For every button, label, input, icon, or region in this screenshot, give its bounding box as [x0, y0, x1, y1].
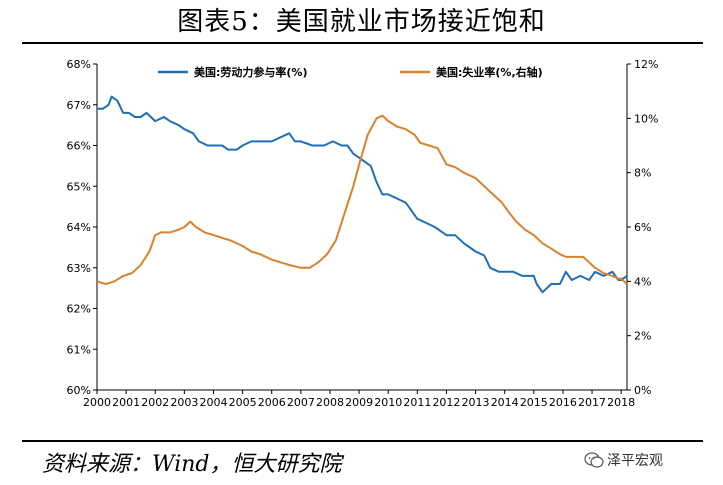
y-tick-label-right: 12% — [634, 58, 658, 71]
legend-label: 美国:失业率(%,右轴) — [436, 65, 543, 79]
y-tick-label-left: 60% — [67, 384, 91, 397]
source-note: 资料来源：Wind，恒大研究院 — [42, 452, 342, 477]
title-rule — [22, 42, 703, 44]
y-tick-label-right: 2% — [634, 330, 651, 343]
x-tick-label: 2016 — [549, 396, 577, 409]
x-tick-label: 2006 — [258, 396, 286, 409]
page-title: 图表5：美国就业市场接近饱和 — [177, 7, 546, 37]
y-tick-label-left: 63% — [67, 262, 91, 275]
y-tick-label-left: 62% — [67, 303, 91, 316]
x-tick-label: 2002 — [141, 396, 169, 409]
x-tick-label: 2014 — [491, 396, 519, 409]
y-tick-label-right: 10% — [634, 112, 658, 125]
x-tick-label: 2005 — [229, 396, 257, 409]
x-tick-label: 2012 — [432, 396, 460, 409]
y-tick-label-left: 68% — [67, 58, 91, 71]
y-tick-label-right: 8% — [634, 167, 651, 180]
x-tick-label: 2011 — [403, 396, 431, 409]
wechat-icon — [584, 452, 604, 468]
y-tick-label-right: 4% — [634, 275, 651, 288]
series-line-participation — [97, 95, 628, 294]
plot-area: 60% 61% 62% 63% 64% 65% 66% 67% 68% 0% 2% 4% 6% 8% 10%… — [67, 58, 659, 409]
x-tick-label: 2000 — [83, 396, 111, 409]
x-tick-label: 2010 — [374, 396, 402, 409]
x-tick-label: 2015 — [520, 396, 548, 409]
x-tick-label: 2001 — [112, 396, 140, 409]
x-tick-label: 2017 — [578, 396, 606, 409]
legend-label: 美国:劳动力参与率(%) — [194, 65, 307, 79]
y-tick-label-left: 66% — [67, 140, 91, 153]
x-tick-label: 2013 — [462, 396, 490, 409]
brand-mark: 泽平宏观 — [584, 449, 663, 471]
x-tick-label: 2018 — [607, 396, 635, 409]
x-tick-label: 2004 — [199, 396, 227, 409]
y-tick-label-right: 6% — [634, 221, 651, 234]
footer-rule — [22, 440, 703, 442]
x-tick-label: 2007 — [287, 396, 315, 409]
y-tick-label-right: 0% — [634, 384, 651, 397]
y-tick-label-left: 67% — [67, 99, 91, 112]
x-tick-label: 2003 — [170, 396, 198, 409]
series-line-unemployment — [96, 114, 628, 286]
y-tick-label-left: 61% — [67, 343, 91, 356]
x-tick-label: 2009 — [345, 396, 373, 409]
brand-label: 泽平宏观 — [607, 453, 663, 469]
x-tick-label: 2008 — [316, 396, 344, 409]
y-tick-label-left: 64% — [67, 221, 91, 234]
y-tick-label-left: 65% — [67, 180, 91, 193]
